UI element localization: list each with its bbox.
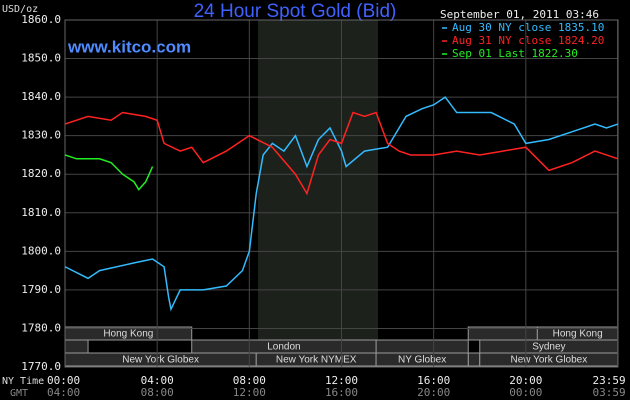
session-label: New York Globex bbox=[511, 355, 588, 366]
x-tick-label: 12:00 bbox=[325, 374, 358, 387]
series-line bbox=[64, 154, 154, 191]
gmt-tick-label: 03:59 bbox=[592, 386, 625, 399]
y-tick-label: 1810.0 bbox=[21, 206, 61, 219]
y-tick-label: 1780.0 bbox=[21, 321, 61, 334]
series-line bbox=[64, 111, 619, 196]
subtitle: www.kitco.com bbox=[67, 37, 191, 56]
x-tick-label: 16:00 bbox=[417, 374, 450, 387]
session-label: New York NYMEX bbox=[276, 355, 357, 366]
y-tick-label: 1820.0 bbox=[21, 167, 61, 180]
session-box bbox=[375, 352, 469, 367]
nymex-shade bbox=[258, 20, 378, 367]
chart-title: 24 Hour Spot Gold (Bid) bbox=[194, 1, 397, 22]
gmt-tick-label: 20:00 bbox=[417, 386, 450, 399]
x-tick-label: 08:00 bbox=[233, 374, 266, 387]
gmt-tick-label: 08:00 bbox=[141, 386, 174, 399]
y-tick-label: 1850.0 bbox=[21, 52, 61, 65]
legend-label: Aug 31 NY close 1824.20 bbox=[452, 34, 604, 47]
session-label: Hong Kong bbox=[553, 329, 603, 340]
session-box bbox=[375, 339, 469, 354]
session-box bbox=[467, 352, 481, 367]
y-tick-label: 1840.0 bbox=[21, 90, 61, 103]
x-tick-label: 04:00 bbox=[141, 374, 174, 387]
session-label: Sydney bbox=[532, 342, 565, 353]
x-tick-label: 00:00 bbox=[47, 374, 80, 387]
session-label: NY Globex bbox=[398, 355, 446, 366]
x-tick-label: 23:59 bbox=[592, 374, 625, 387]
x-axis-label: NY Time bbox=[2, 376, 44, 387]
gmt-tick-label: 12:00 bbox=[233, 386, 266, 399]
x-tick-label: 20:00 bbox=[509, 374, 542, 387]
legend-label: Aug 30 NY close 1835.10 bbox=[452, 21, 604, 34]
y-tick-label: 1860.0 bbox=[21, 13, 61, 26]
legend-label: Sep 01 Last 1822.30 bbox=[452, 47, 578, 60]
plot-frame bbox=[64, 19, 619, 368]
timestamp: September 01, 2011 03:46 bbox=[440, 8, 599, 21]
session-label: New York Globex bbox=[122, 355, 199, 366]
y-tick-label: 1800.0 bbox=[21, 244, 61, 257]
gmt-tick-label: 04:00 bbox=[47, 386, 80, 399]
x2-axis-label: GMT bbox=[10, 388, 28, 399]
session-box bbox=[64, 339, 89, 354]
y-tick-label: 1770.0 bbox=[21, 360, 61, 373]
y-tick-label: 1830.0 bbox=[21, 129, 61, 142]
session-label: London bbox=[267, 342, 300, 353]
y-axis-label: USD/oz bbox=[2, 4, 38, 15]
series-line bbox=[64, 96, 619, 312]
session-box bbox=[467, 326, 538, 341]
gmt-tick-label: 16:00 bbox=[325, 386, 358, 399]
session-label: Hong Kong bbox=[103, 329, 153, 340]
gmt-tick-label: 00:00 bbox=[509, 386, 542, 399]
y-tick-label: 1790.0 bbox=[21, 283, 61, 296]
